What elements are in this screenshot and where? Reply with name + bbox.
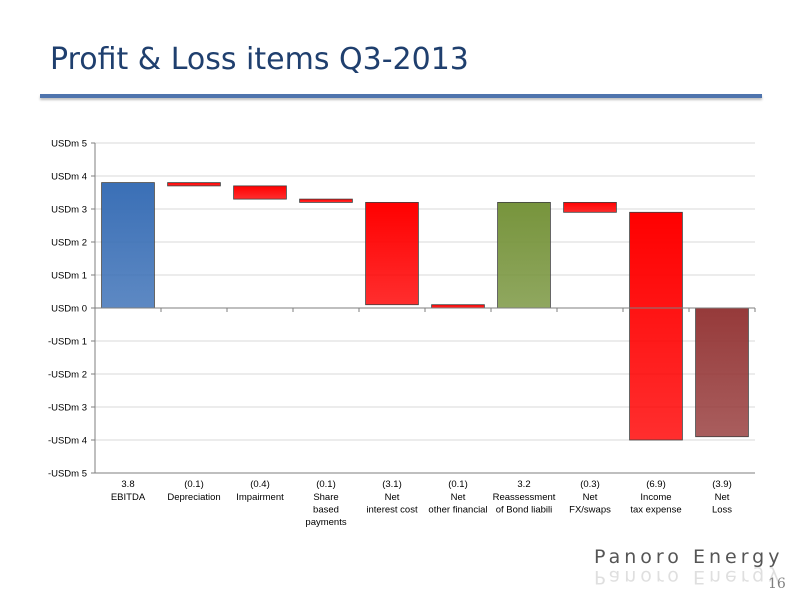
waterfall-bar (695, 307, 749, 438)
waterfall-bar (629, 211, 683, 441)
page-number: 16 (768, 576, 786, 592)
waterfall-bar (233, 185, 287, 200)
y-tick-label: USDm 5 (51, 139, 87, 150)
brand-logo: Panoro Energy (594, 546, 784, 568)
bar-category-label: Share (313, 492, 338, 503)
slide-title: Profit & Loss items Q3-2013 (50, 42, 469, 77)
waterfall-bar (497, 201, 551, 309)
bar-value-label: (3.1) (382, 479, 402, 490)
bar-category-label: FX/swaps (569, 505, 611, 516)
waterfall-bar (167, 182, 221, 187)
y-tick-label: -USDm 5 (48, 469, 87, 480)
waterfall-bar (563, 201, 617, 213)
waterfall-bar (365, 201, 419, 306)
y-tick-label: USDm 1 (51, 271, 87, 282)
bar-category-label: Net (385, 492, 400, 503)
bar-category-label: of Bond liabili (496, 505, 553, 516)
bar-value-label: (0.1) (316, 479, 336, 490)
bar-category-label: other financial (428, 505, 487, 516)
y-tick-label: USDm 2 (51, 238, 87, 249)
bar-value-label: (0.1) (448, 479, 468, 490)
bar-category-label: interest cost (366, 505, 418, 516)
y-tick-label: USDm 3 (51, 205, 87, 216)
brand-logo-reflection: Panoro Energy (594, 566, 784, 588)
bar-value-label: 3.8 (121, 479, 134, 490)
bar-value-label: (6.9) (646, 479, 666, 490)
bar-category-label: Net (451, 492, 466, 503)
y-tick-label: USDm 4 (51, 172, 87, 183)
bar-category-label: tax expense (630, 505, 681, 516)
bar-value-label: (0.1) (184, 479, 204, 490)
waterfall-bar (101, 182, 155, 309)
bar-category-label: Income (640, 492, 671, 503)
y-tick-label: -USDm 3 (48, 403, 87, 414)
bar-category-label: based (313, 505, 339, 516)
bar-value-label: 3.2 (517, 479, 530, 490)
bar-category-label: Loss (712, 505, 732, 516)
bar-category-label: Depreciation (167, 492, 220, 503)
y-tick-label: -USDm 1 (48, 337, 87, 348)
bar-value-label: (0.3) (580, 479, 600, 490)
y-tick-label: -USDm 2 (48, 370, 87, 381)
bar-category-label: Net (583, 492, 598, 503)
waterfall-bar (299, 198, 353, 203)
bar-category-label: Net (715, 492, 730, 503)
title-divider (40, 94, 762, 98)
bar-category-label: EBITDA (111, 492, 146, 503)
bar-category-label: Reassessment (493, 492, 556, 503)
y-tick-label: -USDm 4 (48, 436, 87, 447)
bar-category-label: Impairment (236, 492, 284, 503)
bar-value-label: (0.4) (250, 479, 270, 490)
bar-category-label: payments (305, 517, 346, 528)
bar-value-label: (3.9) (712, 479, 732, 490)
y-tick-label: USDm 0 (51, 304, 87, 315)
